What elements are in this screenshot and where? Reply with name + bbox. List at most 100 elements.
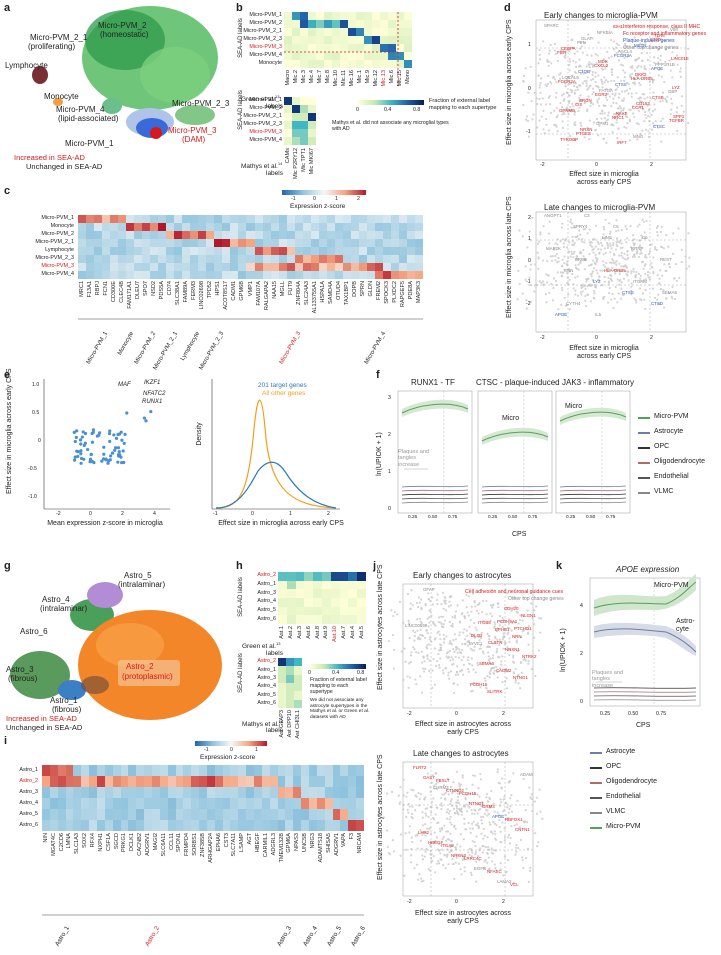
- d-bot-point: [611, 292, 614, 296]
- d-bot-point: [667, 262, 671, 265]
- k-xlabel: CPS: [636, 722, 651, 729]
- k-celltype-line: [593, 687, 697, 689]
- c-cell: [358, 271, 367, 279]
- j-bot-point: [432, 797, 435, 800]
- d-gene-label: SPARC: [544, 23, 559, 28]
- c-cell: [246, 247, 255, 255]
- j-bot-point: [463, 822, 466, 825]
- b-green-cell: [388, 60, 396, 68]
- i-cell: [214, 765, 223, 776]
- j-bot-point: [477, 855, 480, 858]
- j-bot-point: [455, 809, 458, 812]
- d-top-point: [671, 76, 674, 79]
- d-bot-point: [557, 256, 560, 260]
- d-top-point: [586, 88, 589, 91]
- h-green-cell: [322, 598, 331, 607]
- j-top-point: [494, 641, 497, 645]
- d-top-point: [621, 64, 625, 67]
- d-top-point: [631, 67, 634, 70]
- b-green-cell: [308, 36, 316, 44]
- h-green-cell: [295, 580, 305, 590]
- c-cb-tick-0: -1: [291, 196, 296, 202]
- j-bot-point: [474, 853, 477, 856]
- c-cell: [366, 215, 375, 223]
- f-celltype-line: [401, 489, 469, 492]
- b-green-cell: [308, 20, 316, 28]
- j-top-point: [477, 612, 480, 615]
- i-cell: [120, 798, 129, 809]
- d-top-point: [653, 56, 656, 59]
- j-bot-point: [385, 829, 389, 832]
- j-top-point: [431, 596, 434, 599]
- d-gene-label: CD163: [636, 101, 650, 106]
- j-bot-point: [496, 811, 499, 814]
- d-bot-point: [550, 283, 553, 286]
- h-green-cell: [357, 572, 366, 581]
- f-annotation: Plaques and tangles increase: [398, 449, 430, 468]
- d-gene-label: ERBB: [575, 257, 587, 262]
- e-scatter-point: [90, 440, 95, 444]
- row-label: Monocyte: [258, 60, 282, 66]
- j-bot-point: [476, 822, 479, 825]
- d-bot-point: [598, 275, 601, 278]
- row-label: Micro-PVM_2: [249, 20, 282, 26]
- j-gene-label: FLRT2: [413, 765, 427, 770]
- k-legend-label: OPC: [606, 763, 622, 770]
- d-gene-label: LYZ: [672, 85, 680, 90]
- d-bot-point: [651, 287, 654, 290]
- c-cell: [78, 215, 87, 223]
- d-bot-point: [609, 244, 612, 247]
- d-top-point: [595, 62, 598, 65]
- i-cell: [238, 765, 247, 776]
- d-top-point: [578, 106, 581, 109]
- j-top-point: [510, 629, 513, 632]
- b-green-cell: [292, 44, 300, 52]
- d-top-point: [554, 52, 558, 55]
- d-top-point: [645, 51, 649, 55]
- k-legend-label: Astrocyte: [606, 748, 636, 755]
- c-cell: [406, 263, 415, 271]
- d-top-point: [591, 78, 595, 81]
- j-top-point: [539, 631, 542, 634]
- c-cell: [102, 239, 111, 247]
- c-cell: [406, 231, 415, 239]
- i-cell: [277, 798, 286, 809]
- d-bot-point: [517, 269, 520, 272]
- j-top-point: [506, 670, 509, 673]
- d-top-point: [620, 109, 623, 112]
- c-cell: [254, 215, 263, 223]
- j-bot-point: [391, 838, 395, 842]
- j-bot-point: [437, 862, 441, 865]
- d-bot-point: [613, 253, 616, 257]
- i-cell: [309, 798, 317, 809]
- d-top-point: [623, 42, 627, 45]
- e-scatter-point: [72, 430, 76, 434]
- j-top-point: [427, 643, 431, 646]
- umap-astrocytes: [10, 582, 222, 720]
- c-cell: [182, 263, 191, 271]
- j-top-point: [444, 609, 448, 612]
- panel-label-h: h: [236, 560, 243, 572]
- i-cell: [144, 776, 152, 787]
- b-green-cell: [388, 20, 396, 28]
- b-green-cell: [324, 20, 332, 28]
- d-bot-point: [583, 258, 586, 261]
- j-top-point: [452, 662, 455, 666]
- i-cell: [167, 798, 176, 809]
- g-legend-increased: Increased in SEA-AD: [6, 714, 77, 723]
- b-green-cell: [380, 44, 388, 52]
- d-top-point: [614, 92, 617, 95]
- d-bot-point: [626, 250, 629, 253]
- j-top-point: [425, 629, 428, 632]
- j-top-point: [471, 689, 474, 693]
- j-bot-point: [487, 846, 490, 849]
- d-top-point: [619, 107, 623, 110]
- d-top-point: [561, 120, 564, 123]
- d-top-point: [646, 58, 649, 62]
- j-top-point: [479, 647, 482, 650]
- d-top-point: [603, 81, 606, 84]
- j-top-point: [451, 658, 455, 661]
- i-cell: [96, 776, 105, 787]
- j-top-point: [488, 676, 491, 679]
- b-green-cell: [372, 60, 380, 68]
